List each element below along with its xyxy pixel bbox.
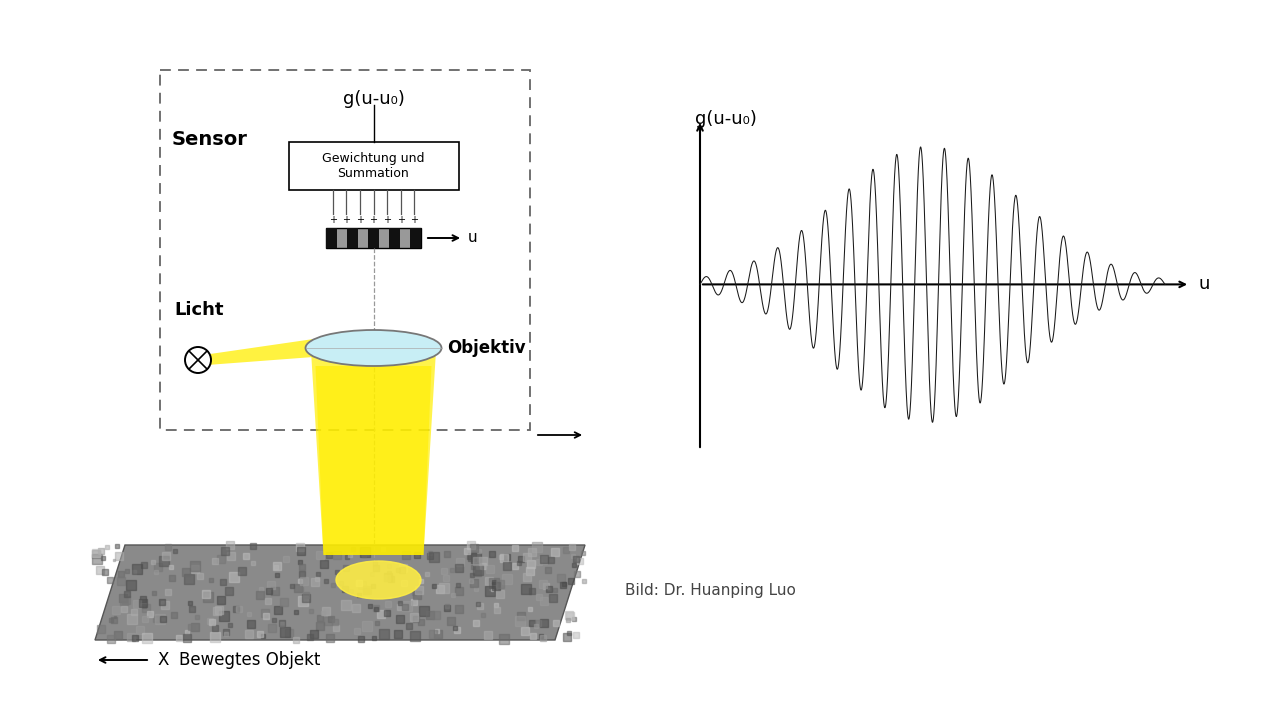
Text: X: X <box>157 651 169 669</box>
Text: +: + <box>342 215 351 225</box>
Text: u: u <box>468 230 477 246</box>
Text: Licht: Licht <box>174 301 224 319</box>
Text: Gewichtung und
Summation: Gewichtung und Summation <box>323 152 425 180</box>
Bar <box>369 228 379 248</box>
Text: +: + <box>410 215 419 225</box>
Bar <box>326 228 337 248</box>
Text: +: + <box>329 215 337 225</box>
Text: g(u-u₀): g(u-u₀) <box>695 110 756 128</box>
Polygon shape <box>205 339 314 365</box>
Polygon shape <box>95 545 585 640</box>
Polygon shape <box>315 366 431 555</box>
Bar <box>411 228 421 248</box>
Text: Bild: Dr. Huanping Luo: Bild: Dr. Huanping Luo <box>625 582 796 598</box>
Text: +: + <box>356 215 364 225</box>
Bar <box>389 228 399 248</box>
Text: +: + <box>383 215 392 225</box>
Ellipse shape <box>335 561 421 599</box>
Bar <box>160 70 530 430</box>
Bar <box>326 228 421 248</box>
Text: g(u-u₀): g(u-u₀) <box>343 90 404 108</box>
Circle shape <box>186 347 211 373</box>
Text: +: + <box>397 215 404 225</box>
Bar <box>347 228 357 248</box>
Text: Bewegtes Objekt: Bewegtes Objekt <box>179 651 320 669</box>
Bar <box>288 142 458 190</box>
Polygon shape <box>311 343 436 555</box>
Text: +: + <box>370 215 378 225</box>
Text: Sensor: Sensor <box>172 130 248 149</box>
Text: u: u <box>1198 275 1210 294</box>
Ellipse shape <box>306 330 442 366</box>
Text: Objektiv: Objektiv <box>448 339 526 357</box>
